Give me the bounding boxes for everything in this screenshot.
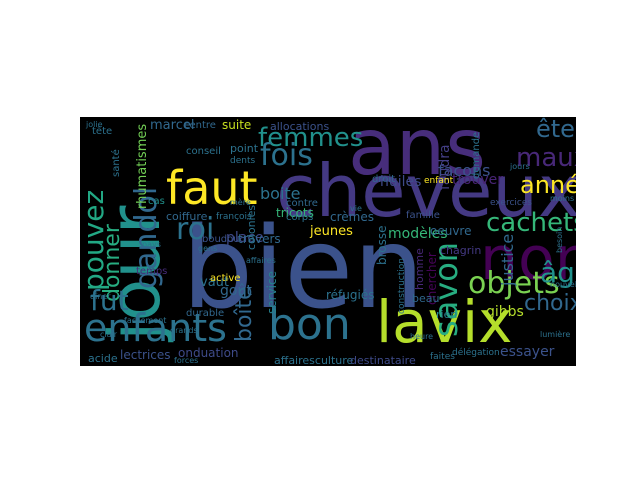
- cloud-word: affaires: [246, 256, 276, 265]
- cloud-word: lectrices: [120, 348, 171, 362]
- cloud-word: durable: [186, 308, 225, 319]
- cloud-word: besoin: [555, 226, 564, 253]
- cloud-word: onduation: [178, 346, 239, 360]
- cloud-word: homme: [413, 248, 426, 291]
- cloud-word: moins: [550, 194, 575, 203]
- cloud-word: boudou: [202, 234, 240, 245]
- cloud-word: tête: [92, 126, 113, 137]
- cloud-word: contre: [286, 198, 318, 209]
- cloud-word: allocations: [270, 120, 330, 133]
- cloud-word: demande: [471, 131, 482, 179]
- cloud-word: corps: [286, 212, 314, 223]
- cloud-word: temps: [136, 266, 168, 277]
- cloud-word: cheveux: [276, 149, 576, 233]
- cloud-word: exercices: [490, 198, 533, 208]
- cloud-word: modèles: [388, 226, 448, 242]
- cloud-word: destinataire: [350, 354, 416, 366]
- cloud-word: conseil: [186, 146, 221, 157]
- cloud-word: lavix: [376, 288, 513, 356]
- cloud-word: fut: [90, 284, 129, 317]
- cloud-word: faites: [430, 352, 455, 362]
- cloud-word: famille: [406, 210, 440, 221]
- cloud-word: année: [520, 171, 576, 199]
- cloud-word: objets: [468, 266, 560, 301]
- cloud-word: faut: [166, 161, 258, 215]
- cloud-word: roi: [176, 212, 215, 247]
- cloud-word: acide: [88, 352, 118, 365]
- cloud-word: travers: [238, 232, 281, 246]
- cloud-word: maux: [516, 143, 576, 173]
- cloud-word: tricots: [276, 206, 314, 220]
- cloud-word: goût: [220, 283, 252, 299]
- cloud-word: cas: [148, 196, 165, 207]
- cloud-word: réfugiés: [326, 288, 375, 302]
- cloud-word: crèmes: [330, 210, 374, 224]
- cloud-word: droit: [372, 174, 396, 185]
- cloud-word: rien: [436, 308, 458, 321]
- cloud-word: nouvelle: [550, 280, 576, 289]
- cloud-word: affairesculture: [274, 354, 354, 366]
- cloud-word: service: [265, 271, 279, 315]
- cloud-word: gens: [198, 244, 218, 253]
- cloud-word: construction: [397, 257, 407, 314]
- cloud-word: bien: [182, 204, 425, 334]
- cloud-word: dents: [230, 156, 256, 166]
- cloud-word: marcel: [150, 118, 195, 133]
- cloud-word: jolie: [86, 120, 103, 129]
- cloud-word: coiffure: [166, 210, 208, 223]
- cloud-word: place: [226, 230, 264, 246]
- cloud-word: suite: [222, 118, 252, 132]
- cloud-word: clair: [100, 330, 118, 339]
- word-cloud: bien ans jour cheveux lavix non bon enfants faut…: [80, 117, 576, 366]
- cloud-word: non: [480, 224, 576, 294]
- cloud-word: bon: [268, 299, 351, 350]
- cloud-word: huiles: [380, 174, 422, 190]
- cloud-word: choix: [524, 291, 576, 316]
- cloud-word: oeuvre: [430, 224, 472, 238]
- cloud-word: façons: [438, 161, 491, 180]
- cloud-word: dîner: [90, 292, 111, 301]
- cloud-word: pays: [142, 240, 161, 249]
- cloud-word: beau: [412, 292, 440, 305]
- cloud-word: vaut: [200, 275, 229, 290]
- cloud-word: délégation: [452, 348, 500, 358]
- cloud-word: grands: [170, 326, 198, 335]
- cloud-word: brosse: [375, 225, 389, 266]
- cloud-word: forces: [174, 356, 199, 365]
- cloud-word: facilement: [124, 316, 167, 325]
- cloud-word: cachets: [486, 208, 576, 238]
- cloud-word: lumière: [540, 330, 571, 339]
- cloud-word: françois: [216, 212, 252, 222]
- cloud-word: enfants: [84, 306, 227, 350]
- cloud-word: point: [230, 142, 259, 155]
- cloud-word: femmes: [258, 123, 364, 153]
- cloud-word: essayer: [500, 344, 555, 360]
- cloud-word: chagrin: [440, 244, 482, 257]
- cloud-word: santé: [111, 149, 122, 177]
- cloud-word: âge: [540, 256, 576, 289]
- cloud-word: boite: [260, 184, 301, 203]
- cloud-word: jours: [510, 162, 530, 171]
- cloud-word: centre: [184, 120, 216, 131]
- cloud-word: active: [210, 273, 241, 284]
- cloud-word: mère: [230, 198, 251, 207]
- cloud-word: jeunes: [310, 224, 353, 239]
- cloud-word: vie: [350, 204, 362, 213]
- cloud-word: enfant: [424, 176, 454, 186]
- cloud-word: justice: [498, 233, 517, 287]
- cloud-word: heure: [410, 332, 434, 341]
- cloud-word: fois: [260, 138, 313, 173]
- cloud-word: trouver: [452, 172, 504, 188]
- cloud-word: ans: [348, 117, 486, 193]
- cloud-word: gibbs: [486, 304, 524, 320]
